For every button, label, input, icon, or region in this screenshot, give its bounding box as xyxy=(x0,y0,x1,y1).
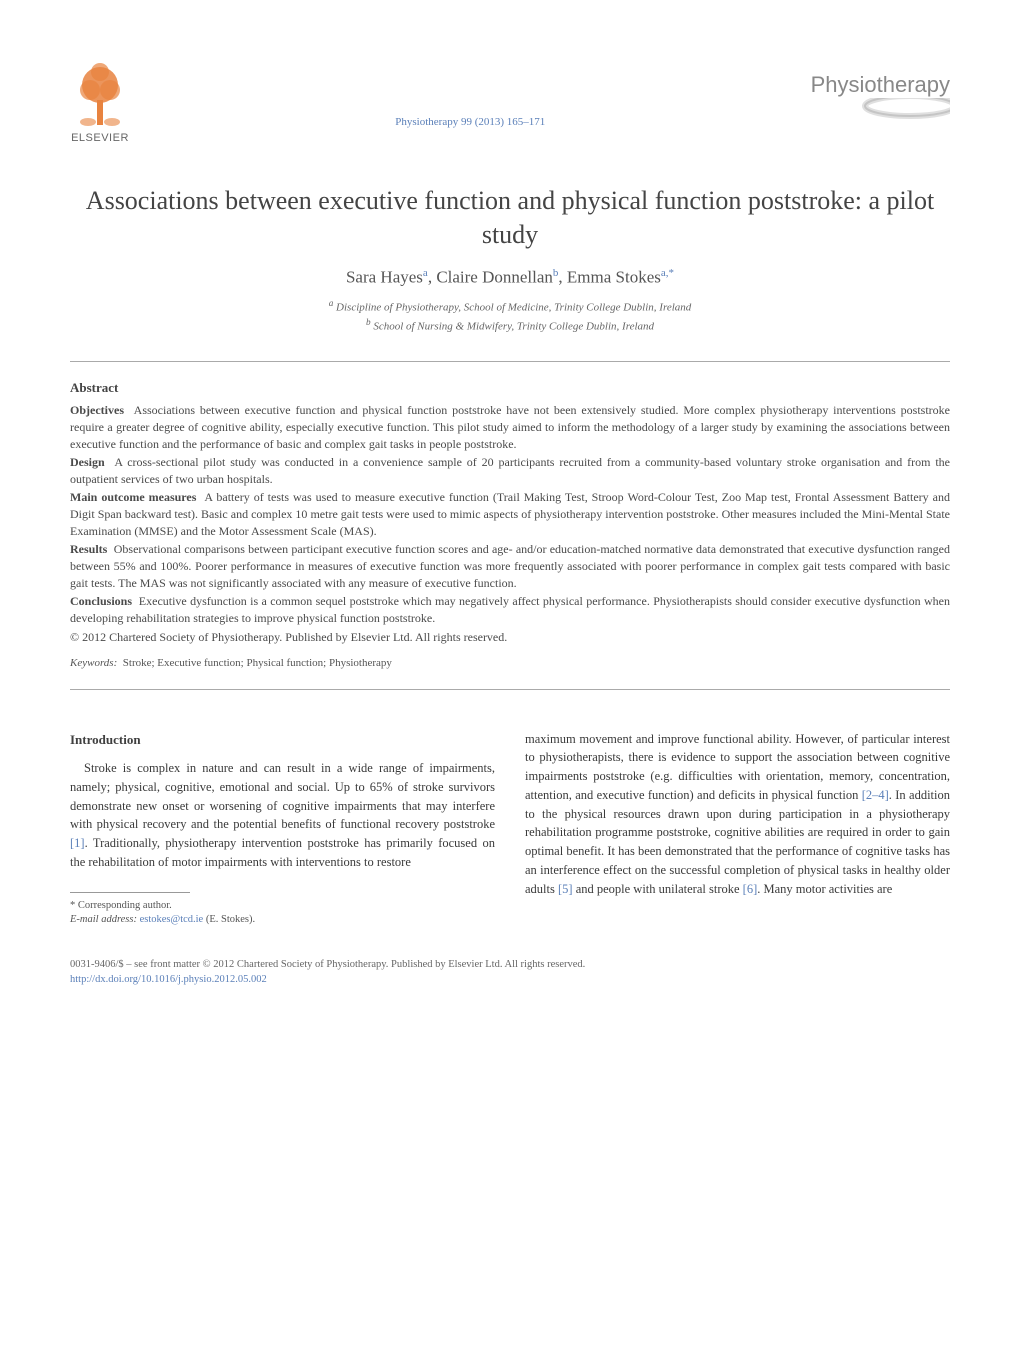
body-columns: Introduction Stroke is complex in nature… xyxy=(70,730,950,928)
doi-link[interactable]: http://dx.doi.org/10.1016/j.physio.2012.… xyxy=(70,973,950,988)
affiliations: a Discipline of Physiotherapy, School of… xyxy=(70,297,950,335)
column-right: maximum movement and improve functional … xyxy=(525,730,950,928)
article-title: Associations between executive function … xyxy=(70,184,950,252)
abstract-copyright: © 2012 Chartered Society of Physiotherap… xyxy=(70,630,950,645)
citation-1[interactable]: [1] xyxy=(70,836,85,850)
abstract-outcomes: Main outcome measures A battery of tests… xyxy=(70,489,950,541)
citation-2-4[interactable]: [2–4] xyxy=(862,788,889,802)
publisher-name: ELSEVIER xyxy=(71,132,129,144)
elsevier-tree-icon xyxy=(70,60,130,130)
publisher-logo: ELSEVIER xyxy=(70,60,130,144)
intro-para-right: maximum movement and improve functional … xyxy=(525,730,950,899)
author-3: Emma Stokes xyxy=(567,267,661,286)
author-2: Claire Donnellan xyxy=(436,267,553,286)
authors: Sara Hayesa, Claire Donnellanb, Emma Sto… xyxy=(70,267,950,288)
citation-6[interactable]: [6] xyxy=(743,882,758,896)
header-row: ELSEVIER Physiotherapy 99 (2013) 165–171… xyxy=(70,60,950,144)
author-1: Sara Hayes xyxy=(346,267,423,286)
citation-5[interactable]: [5] xyxy=(558,882,573,896)
bottom-bar: 0031-9406/$ – see front matter © 2012 Ch… xyxy=(70,958,950,987)
abstract-objectives: Objectives Associations between executiv… xyxy=(70,402,950,454)
footnote-separator xyxy=(70,892,190,893)
abstract-results: Results Observational comparisons betwee… xyxy=(70,541,950,593)
intro-para-left: Stroke is complex in nature and can resu… xyxy=(70,759,495,872)
rule-top xyxy=(70,361,950,362)
email-link[interactable]: estokes@tcd.ie xyxy=(140,914,204,925)
front-matter: 0031-9406/$ – see front matter © 2012 Ch… xyxy=(70,958,950,973)
journal-name: Physiotherapy xyxy=(811,72,950,98)
intro-heading: Introduction xyxy=(70,730,495,750)
affiliation-b: b School of Nursing & Midwifery, Trinity… xyxy=(70,316,950,335)
keywords: Keywords: Stroke; Executive function; Ph… xyxy=(70,657,950,669)
affiliation-a: a Discipline of Physiotherapy, School of… xyxy=(70,297,950,316)
abstract-design: Design A cross-sectional pilot study was… xyxy=(70,454,950,489)
journal-reference: Physiotherapy 99 (2013) 165–171 xyxy=(130,116,811,128)
corresponding-footnote: * Corresponding author. E-mail address: … xyxy=(70,899,495,928)
rule-bottom xyxy=(70,689,950,690)
abstract-heading: Abstract xyxy=(70,380,950,396)
journal-logo: Physiotherapy xyxy=(811,72,950,133)
column-left: Introduction Stroke is complex in nature… xyxy=(70,730,495,928)
abstract-conclusions: Conclusions Executive dysfunction is a c… xyxy=(70,593,950,628)
journal-swoosh-icon xyxy=(820,98,950,128)
